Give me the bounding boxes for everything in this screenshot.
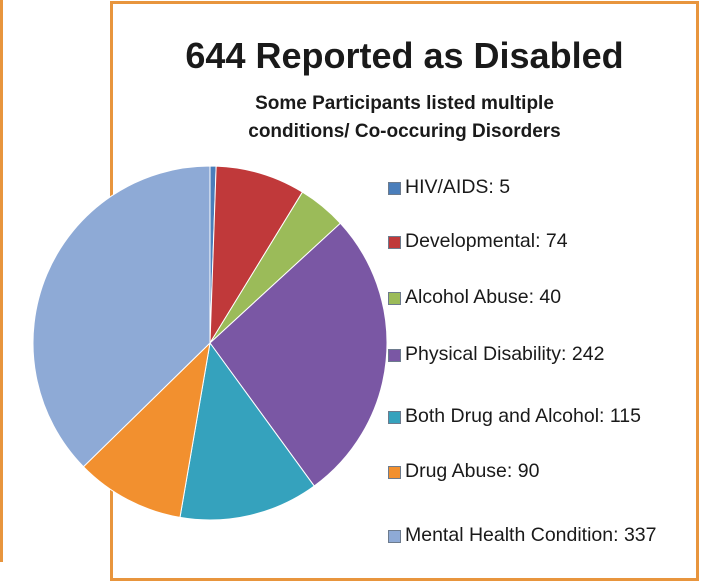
adjacent-panel-border (0, 0, 3, 562)
pie-slice-drug-abuse (82, 341, 211, 519)
legend-item-hiv-aids: HIV/AIDS: 5 (388, 175, 688, 199)
legend-label-alcohol-abuse: Alcohol Abuse: 40 (405, 286, 562, 308)
legend-label-mental-health-condition: Mental Health Condition: 337 (405, 524, 657, 546)
legend-item-alcohol-abuse: Alcohol Abuse: 40 (388, 285, 688, 309)
pie-slice-mental-health-condition (32, 165, 211, 468)
legend-item-mental-health-condition: Mental Health Condition: 337 (388, 523, 680, 547)
pie-slice-both-drug-and-alcohol (179, 341, 315, 521)
legend-swatch-alcohol-abuse (388, 292, 401, 305)
chart-title: 644 Reported as Disabled (185, 35, 624, 76)
pie-slice-developmental (209, 165, 304, 345)
legend-label-both-drug-and-alcohol: Both Drug and Alcohol: 115 (405, 405, 641, 427)
pie-slice-physical-disability (209, 222, 388, 487)
pie-slices (32, 165, 388, 521)
legend-item-both-drug-and-alcohol: Both Drug and Alcohol: 115 (388, 404, 678, 428)
legend-label-drug-abuse: Drug Abuse: 90 (405, 460, 540, 482)
legend-swatch-mental-health-condition (388, 530, 401, 543)
legend-label-developmental: Developmental: 74 (405, 230, 568, 252)
legend-item-developmental: Developmental: 74 (388, 229, 688, 253)
chart-subtitle-line-2: conditions/ Co-occuring Disorders (248, 121, 561, 142)
legend-label-physical-disability: Physical Disability: 242 (405, 343, 605, 365)
chart-subtitle-line-1: Some Participants listed multiple (255, 93, 554, 114)
legend-swatch-both-drug-and-alcohol (388, 411, 401, 424)
legend-swatch-drug-abuse (388, 466, 401, 479)
chart-header: 644 Reported as Disabled Some Participan… (110, 1, 699, 161)
chart-subtitle: Some Participants listed multiple condit… (110, 90, 699, 146)
legend-swatch-hiv-aids (388, 182, 401, 195)
legend-item-physical-disability: Physical Disability: 242 (388, 342, 688, 366)
legend-swatch-developmental (388, 236, 401, 249)
legend-item-drug-abuse: Drug Abuse: 90 (388, 459, 688, 483)
legend-label-hiv-aids: HIV/AIDS: 5 (405, 176, 511, 198)
legend-swatch-physical-disability (388, 349, 401, 362)
